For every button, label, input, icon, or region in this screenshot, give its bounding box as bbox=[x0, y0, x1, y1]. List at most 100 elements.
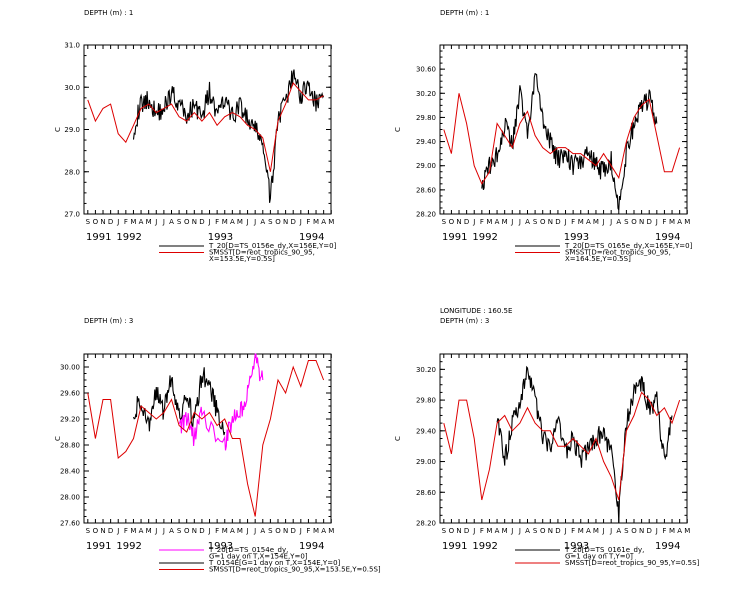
x-tick-label: M bbox=[313, 218, 319, 226]
x-tick-label: A bbox=[495, 527, 500, 535]
x-tick-label: M bbox=[578, 218, 584, 226]
series-line-red bbox=[443, 93, 681, 185]
x-tick-label: O bbox=[275, 218, 281, 226]
panel-depth3-160-5e: LONGITUDE : 160.5E DEPTH (m) : 3 28.20 28.6… bbox=[394, 307, 700, 567]
x-tick-label: A bbox=[616, 218, 621, 226]
legend-entry: T_20[D=TS_0161e_dy, bbox=[564, 546, 644, 554]
year-label: 1992 bbox=[116, 541, 141, 552]
x-tick-label: F bbox=[571, 218, 575, 226]
x-tick-label: N bbox=[548, 218, 553, 226]
x-tick-label: D bbox=[647, 527, 652, 535]
x-tick-label: A bbox=[525, 527, 530, 535]
x-tick-label: A bbox=[677, 527, 682, 535]
x-tick-label: N bbox=[192, 527, 197, 535]
x-tick-label: S bbox=[177, 218, 182, 226]
x-tick-label: S bbox=[86, 527, 91, 535]
x-tick-label: N bbox=[456, 527, 461, 535]
x-tick-label: A bbox=[586, 527, 591, 535]
y-tick-label: 29.60 bbox=[60, 390, 80, 398]
x-tick-label: F bbox=[662, 218, 666, 226]
x-tick-label: J bbox=[472, 218, 475, 226]
x-tick-label: S bbox=[442, 218, 447, 226]
legend-entry: X=153.5E,Y=0.5S] bbox=[209, 255, 275, 263]
legend-entry: T_20[D=TS_0154e_dy, bbox=[208, 546, 288, 554]
x-tick-label: D bbox=[108, 527, 113, 535]
panel-header: DEPTH (m) : 3 bbox=[440, 317, 489, 325]
panel-header: DEPTH (m) : 1 bbox=[440, 9, 489, 17]
y-tick-label: 28.60 bbox=[416, 186, 436, 194]
series-line-black bbox=[132, 69, 325, 203]
x-tick-label: S bbox=[533, 218, 538, 226]
y-tick-label: 27.60 bbox=[60, 520, 80, 528]
y-tick-label: 30.20 bbox=[416, 366, 436, 374]
legend-entry: T_20[D=TS_0165e_dy,X=165E,Y=0] bbox=[564, 242, 693, 250]
y-tick-label: 28.40 bbox=[60, 468, 80, 476]
y-tick-label: 29.00 bbox=[416, 162, 436, 170]
x-tick-label: N bbox=[100, 218, 105, 226]
x-tick-label: J bbox=[609, 218, 612, 226]
x-tick-label: J bbox=[116, 218, 119, 226]
x-tick-label: A bbox=[321, 527, 326, 535]
x-tick-label: M bbox=[669, 527, 675, 535]
y-tick-label: 29.0 bbox=[64, 126, 80, 134]
legend-entry: X=164.5E,Y=0.5S] bbox=[565, 255, 631, 263]
year-label: 1993 bbox=[208, 232, 233, 243]
series-line-black bbox=[132, 367, 226, 436]
x-tick-label: D bbox=[108, 218, 113, 226]
x-tick-label: S bbox=[268, 218, 273, 226]
x-tick-label: J bbox=[154, 218, 157, 226]
panel-header: DEPTH (m) : 1 bbox=[84, 9, 133, 17]
x-tick-label: D bbox=[555, 527, 560, 535]
x-tick-label: F bbox=[306, 527, 310, 535]
x-tick-label: A bbox=[677, 218, 682, 226]
x-tick-label: A bbox=[586, 218, 591, 226]
x-tick-label: N bbox=[548, 527, 553, 535]
x-tick-label: J bbox=[609, 527, 612, 535]
x-tick-label: O bbox=[93, 218, 99, 226]
legend-entry: SMSST[D=reot_tropics_90_95,X=153.5E,Y=0.… bbox=[209, 566, 381, 574]
x-tick-label: J bbox=[253, 218, 256, 226]
x-tick-label: A bbox=[230, 527, 235, 535]
series-line-black bbox=[481, 72, 658, 211]
x-tick-label: F bbox=[480, 527, 484, 535]
plot-frame bbox=[83, 353, 332, 524]
year-label: 1991 bbox=[86, 232, 111, 243]
year-label: 1991 bbox=[442, 541, 467, 552]
y-tick-label: 28.0 bbox=[64, 168, 80, 176]
plot-frame bbox=[439, 44, 688, 215]
x-tick-label: M bbox=[578, 527, 584, 535]
y-tick-label: 28.80 bbox=[60, 442, 80, 450]
x-tick-label: J bbox=[602, 527, 605, 535]
x-tick-label: J bbox=[154, 527, 157, 535]
x-tick-label: J bbox=[162, 218, 165, 226]
x-tick-label: A bbox=[169, 218, 174, 226]
panel-depth1-156e: DEPTH (m) : 127.028.029.030.031.0CS O N D J F… bbox=[54, 9, 337, 263]
x-tick-label: N bbox=[192, 218, 197, 226]
x-tick-label: N bbox=[283, 527, 288, 535]
x-tick-label: J bbox=[563, 527, 566, 535]
y-tick-label: 28.00 bbox=[60, 494, 80, 502]
x-tick-label: J bbox=[207, 527, 210, 535]
x-tick-label: O bbox=[540, 218, 546, 226]
y-tick-label: 30.0 bbox=[64, 84, 80, 92]
x-tick-label: A bbox=[495, 218, 500, 226]
legend-entry: G=1 day on T,X=154E,Y=0] bbox=[209, 553, 308, 561]
x-tick-label: M bbox=[593, 218, 599, 226]
x-tick-label: J bbox=[246, 527, 249, 535]
x-tick-label: F bbox=[124, 218, 128, 226]
y-axis-label: C bbox=[394, 127, 402, 132]
x-tick-label: O bbox=[449, 218, 455, 226]
x-tick-label: M bbox=[313, 527, 319, 535]
series-line-magenta bbox=[178, 353, 264, 451]
x-tick-label: F bbox=[571, 527, 575, 535]
x-tick-label: D bbox=[199, 527, 204, 535]
x-tick-label: F bbox=[480, 218, 484, 226]
x-tick-label: J bbox=[655, 527, 658, 535]
x-tick-label: M bbox=[486, 218, 492, 226]
y-tick-label: 29.80 bbox=[416, 397, 436, 405]
year-label: 1994 bbox=[299, 541, 324, 552]
x-tick-label: M bbox=[684, 527, 690, 535]
x-tick-label: S bbox=[533, 527, 538, 535]
x-tick-label: O bbox=[631, 527, 637, 535]
x-tick-label: A bbox=[260, 218, 265, 226]
